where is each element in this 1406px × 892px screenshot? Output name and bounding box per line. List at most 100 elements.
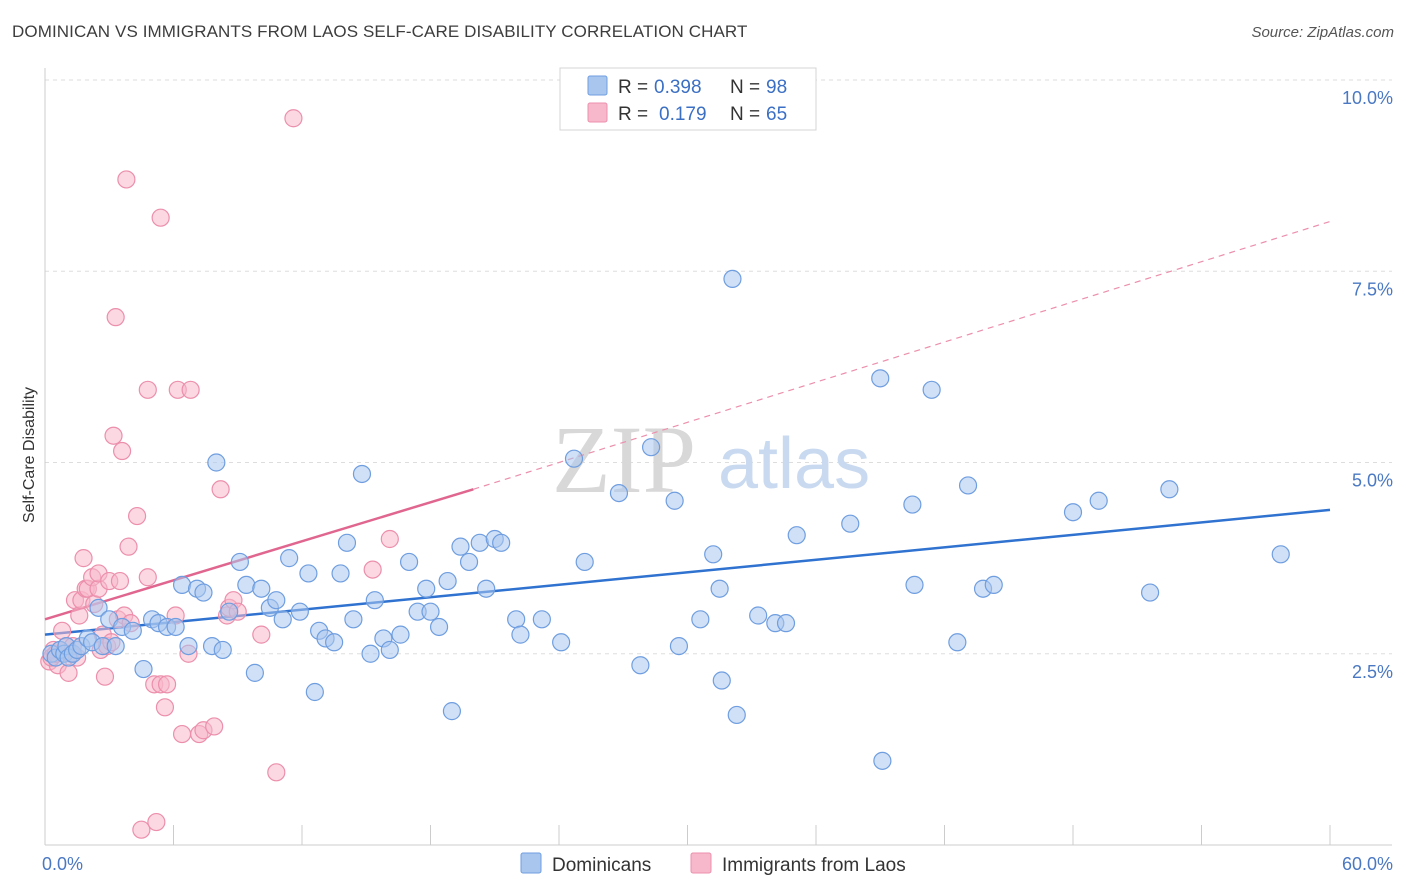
data-point-blue bbox=[273, 610, 292, 629]
data-point-blue bbox=[1063, 503, 1083, 522]
data-point-blue bbox=[1160, 480, 1179, 499]
data-point-pink bbox=[267, 763, 286, 782]
data-point-pink bbox=[59, 663, 78, 682]
data-point-blue bbox=[305, 682, 324, 702]
data-point-blue bbox=[1089, 491, 1108, 510]
data-point-blue bbox=[564, 449, 584, 468]
legend-r-label: R = bbox=[618, 77, 648, 98]
y-tick-label: 2.5% bbox=[1352, 662, 1393, 682]
data-point-blue bbox=[344, 610, 363, 629]
legend-n-value: 65 bbox=[766, 104, 787, 125]
data-point-blue bbox=[337, 533, 357, 552]
trend-line-dominicans bbox=[44, 508, 1331, 636]
chart-title: DOMINICAN VS IMMIGRANTS FROM LAOS SELF-C… bbox=[12, 22, 748, 41]
grid-lines bbox=[45, 79, 1392, 655]
data-point-blue bbox=[459, 552, 479, 572]
data-point-blue bbox=[704, 545, 723, 564]
data-point-pink bbox=[284, 109, 303, 128]
data-point-pink bbox=[119, 537, 138, 556]
data-point-pink bbox=[104, 426, 123, 445]
data-point-blue bbox=[89, 598, 108, 617]
y-axis-label: Self-Care Disability bbox=[21, 387, 38, 523]
data-point-pink bbox=[106, 308, 125, 327]
data-point-blue bbox=[451, 537, 470, 556]
data-point-blue bbox=[922, 380, 941, 399]
data-point-pink bbox=[155, 698, 175, 717]
data-point-blue bbox=[873, 751, 892, 770]
legend-n-label: N = bbox=[730, 104, 760, 125]
data-point-blue bbox=[361, 644, 380, 663]
data-point-pink bbox=[211, 480, 230, 499]
data-point-blue bbox=[631, 656, 650, 675]
data-point-blue bbox=[665, 491, 684, 510]
data-point-blue bbox=[220, 602, 239, 621]
data-point-blue bbox=[710, 579, 729, 598]
data-point-pink bbox=[110, 571, 130, 591]
data-point-blue bbox=[391, 625, 410, 644]
data-point-pink bbox=[252, 625, 271, 644]
data-point-blue bbox=[727, 705, 746, 725]
data-point-pink bbox=[151, 208, 170, 227]
data-point-blue bbox=[365, 591, 384, 610]
x-tick-labels: 0.0% 60.0% bbox=[42, 854, 1393, 874]
data-point-blue bbox=[399, 552, 419, 572]
data-point-blue bbox=[723, 269, 742, 288]
data-point-blue bbox=[438, 571, 457, 591]
data-point-blue bbox=[237, 575, 256, 595]
data-point-pink bbox=[112, 441, 132, 461]
data-point-blue bbox=[575, 552, 594, 572]
data-point-pink bbox=[132, 820, 151, 839]
data-point-blue bbox=[267, 591, 286, 610]
data-point-blue bbox=[507, 610, 526, 629]
legend-r-value: 0.179 bbox=[659, 104, 707, 125]
data-point-blue bbox=[213, 640, 232, 660]
data-point-blue bbox=[429, 617, 449, 637]
y-tick-label: 7.5% bbox=[1352, 279, 1393, 299]
data-point-blue bbox=[179, 636, 198, 656]
data-point-blue bbox=[380, 640, 399, 660]
data-points bbox=[40, 109, 1290, 839]
data-point-blue bbox=[230, 552, 249, 572]
y-tick-label: 10.0% bbox=[1342, 88, 1393, 108]
data-point-blue bbox=[299, 564, 318, 583]
data-point-blue bbox=[245, 663, 264, 682]
data-point-blue bbox=[194, 583, 213, 602]
data-point-blue bbox=[421, 602, 440, 621]
data-point-blue bbox=[984, 575, 1003, 595]
legend-n-label: N = bbox=[730, 77, 760, 98]
data-point-blue bbox=[609, 484, 629, 503]
data-point-blue bbox=[948, 633, 967, 652]
data-point-pink bbox=[95, 667, 115, 686]
x-tick-label: 0.0% bbox=[42, 854, 83, 874]
data-point-pink bbox=[53, 621, 72, 640]
data-point-pink bbox=[74, 549, 93, 568]
data-point-blue bbox=[871, 369, 890, 388]
data-point-pink bbox=[205, 717, 224, 736]
axes bbox=[44, 68, 1392, 846]
legend-n-value: 98 bbox=[766, 77, 787, 98]
data-point-blue bbox=[352, 464, 372, 484]
data-point-blue bbox=[641, 438, 661, 457]
data-point-pink bbox=[157, 675, 177, 694]
series-legend-label-laos: Immigrants from Laos bbox=[722, 855, 906, 876]
trend-lines bbox=[44, 220, 1331, 636]
legend-box: R = 0.398 N = 98 R = 0.179 N = 65 bbox=[559, 67, 817, 131]
data-point-blue bbox=[841, 514, 860, 533]
data-point-pink bbox=[181, 380, 200, 399]
legend-swatch-pink bbox=[587, 102, 608, 123]
data-point-blue bbox=[749, 606, 768, 625]
data-point-blue bbox=[712, 671, 731, 690]
legend-swatch-blue bbox=[587, 75, 608, 96]
data-point-blue bbox=[1140, 583, 1160, 602]
series-legend-label-dominicans: Dominicans bbox=[552, 855, 651, 876]
legend-r-label: R = bbox=[618, 104, 648, 125]
source-label: Source: ZipAtlas.com bbox=[1251, 24, 1394, 41]
data-point-blue bbox=[106, 636, 125, 656]
data-point-pink bbox=[138, 380, 157, 399]
data-point-blue bbox=[134, 659, 153, 679]
data-point-blue bbox=[417, 579, 436, 598]
data-point-blue bbox=[252, 579, 271, 598]
data-point-blue bbox=[166, 617, 185, 637]
data-point-blue bbox=[325, 633, 344, 652]
trend-line-laos bbox=[44, 488, 474, 621]
